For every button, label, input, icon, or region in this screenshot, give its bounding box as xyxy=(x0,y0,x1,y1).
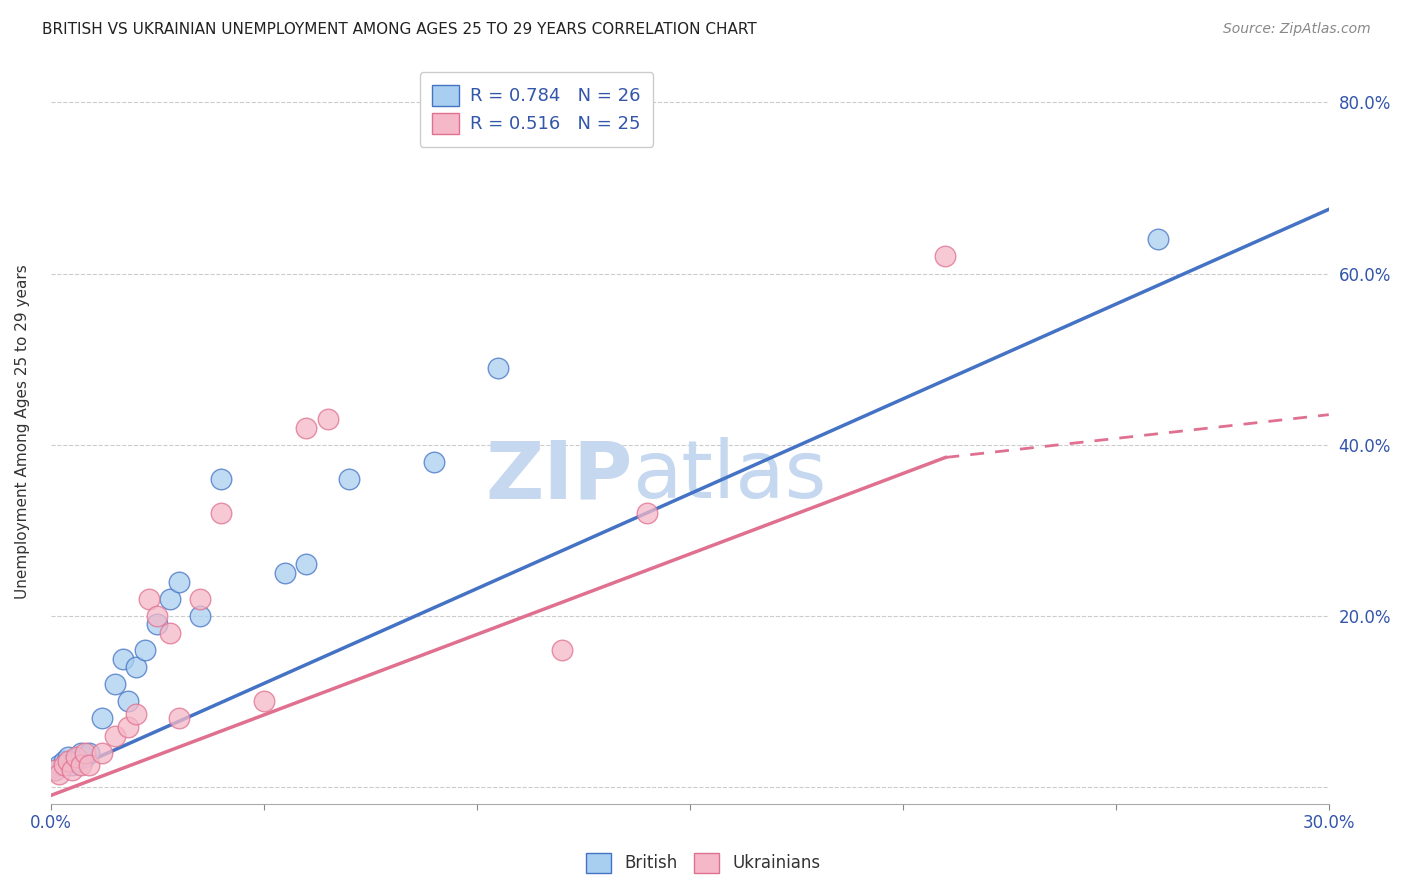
Point xyxy=(146,617,169,632)
Point xyxy=(73,746,96,760)
Point xyxy=(188,608,211,623)
Point xyxy=(52,758,75,772)
Point xyxy=(551,643,574,657)
Point xyxy=(48,767,70,781)
Point xyxy=(253,694,276,708)
Point xyxy=(73,750,96,764)
Point xyxy=(65,754,87,768)
Point xyxy=(209,472,232,486)
Point xyxy=(159,591,181,606)
Legend: R = 0.784   N = 26, R = 0.516   N = 25: R = 0.784 N = 26, R = 0.516 N = 25 xyxy=(419,72,654,146)
Point xyxy=(117,694,139,708)
Point xyxy=(65,750,87,764)
Point xyxy=(159,625,181,640)
Point xyxy=(48,758,70,772)
Point xyxy=(188,591,211,606)
Point xyxy=(636,506,658,520)
Point xyxy=(146,608,169,623)
Point xyxy=(77,758,100,772)
Point xyxy=(56,750,79,764)
Text: Source: ZipAtlas.com: Source: ZipAtlas.com xyxy=(1223,22,1371,37)
Point xyxy=(91,711,114,725)
Point xyxy=(125,707,148,722)
Point xyxy=(44,763,66,777)
Point xyxy=(112,651,135,665)
Point xyxy=(423,455,446,469)
Point xyxy=(56,754,79,768)
Point xyxy=(60,763,83,777)
Point xyxy=(69,746,91,760)
Point xyxy=(117,720,139,734)
Text: atlas: atlas xyxy=(633,437,827,516)
Point xyxy=(77,746,100,760)
Point xyxy=(486,360,509,375)
Point xyxy=(104,729,127,743)
Point xyxy=(337,472,360,486)
Point xyxy=(316,412,339,426)
Text: ZIP: ZIP xyxy=(485,437,633,516)
Y-axis label: Unemployment Among Ages 25 to 29 years: Unemployment Among Ages 25 to 29 years xyxy=(15,264,30,599)
Point xyxy=(134,643,156,657)
Point xyxy=(295,420,318,434)
Point xyxy=(138,591,160,606)
Point xyxy=(209,506,232,520)
Legend: British, Ukrainians: British, Ukrainians xyxy=(579,847,827,880)
Point xyxy=(274,566,297,580)
Point xyxy=(69,758,91,772)
Point xyxy=(104,677,127,691)
Point xyxy=(1147,232,1170,246)
Point xyxy=(934,249,956,263)
Point xyxy=(91,746,114,760)
Point xyxy=(44,763,66,777)
Point xyxy=(167,711,190,725)
Text: BRITISH VS UKRAINIAN UNEMPLOYMENT AMONG AGES 25 TO 29 YEARS CORRELATION CHART: BRITISH VS UKRAINIAN UNEMPLOYMENT AMONG … xyxy=(42,22,756,37)
Point xyxy=(125,660,148,674)
Point xyxy=(167,574,190,589)
Point xyxy=(295,558,318,572)
Point xyxy=(60,758,83,772)
Point xyxy=(52,754,75,768)
